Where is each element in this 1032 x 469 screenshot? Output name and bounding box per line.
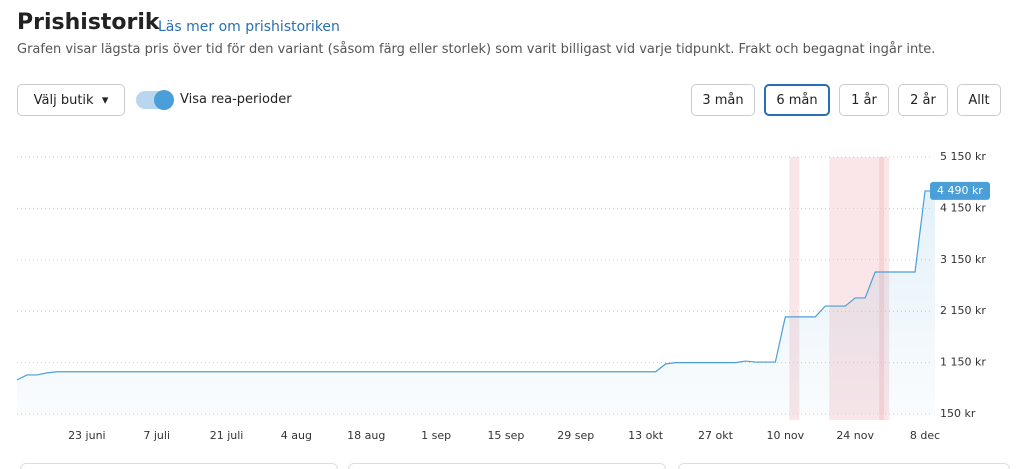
- x-tick-label: 27 okt: [698, 429, 734, 442]
- x-tick-label: 10 nov: [766, 429, 804, 442]
- price-line: [16, 190, 935, 381]
- y-tick-label: 2 150 kr: [940, 304, 986, 317]
- x-tick-label: 7 juli: [143, 429, 170, 442]
- y-tick-label: 4 150 kr: [940, 201, 986, 214]
- sale-toggle-label: Visa rea-perioder: [180, 92, 292, 107]
- x-tick-label: 21 juli: [210, 429, 244, 442]
- x-tick-label: 29 sep: [557, 429, 594, 442]
- range-button[interactable]: 1 år: [839, 84, 889, 116]
- range-button[interactable]: Allt: [957, 84, 1001, 116]
- price-area: [17, 190, 935, 414]
- y-tick-label: 5 150 kr: [940, 150, 986, 163]
- card: [348, 463, 666, 469]
- x-tick-label: 24 nov: [836, 429, 874, 442]
- current-price-badge: [930, 181, 990, 200]
- store-select-label: Välj butik: [33, 92, 94, 108]
- card: [678, 463, 1010, 469]
- current-price-label: 4 490 kr: [937, 184, 983, 197]
- store-select[interactable]: Välj butik ▾: [17, 84, 125, 116]
- card: [20, 463, 338, 469]
- x-tick-label: 1 sep: [421, 429, 451, 442]
- description: Grafen visar lägsta pris över tid för de…: [17, 42, 936, 57]
- y-tick-label: 150 kr: [940, 407, 976, 420]
- range-button[interactable]: 3 mån: [691, 84, 755, 116]
- y-tick-label: 1 150 kr: [940, 356, 986, 369]
- sale-period: [789, 157, 800, 420]
- link[interactable]: Läs mer om prishistoriken: [158, 19, 340, 35]
- toggle-knob: [154, 90, 174, 110]
- range-button[interactable]: 2 år: [898, 84, 948, 116]
- x-tick-label: 8 dec: [910, 429, 940, 442]
- x-tick-label: 23 juni: [68, 429, 106, 442]
- x-tick-label: 13 okt: [628, 429, 664, 442]
- x-tick-label: 15 sep: [487, 429, 524, 442]
- sale-toggle[interactable]: [136, 90, 174, 110]
- range-button[interactable]: 6 mån: [764, 84, 830, 116]
- y-tick-label: 3 150 kr: [940, 253, 986, 266]
- x-tick-label: 4 aug: [281, 429, 312, 442]
- title: Prishistorik: [17, 10, 160, 35]
- x-tick-label: 18 aug: [347, 429, 385, 442]
